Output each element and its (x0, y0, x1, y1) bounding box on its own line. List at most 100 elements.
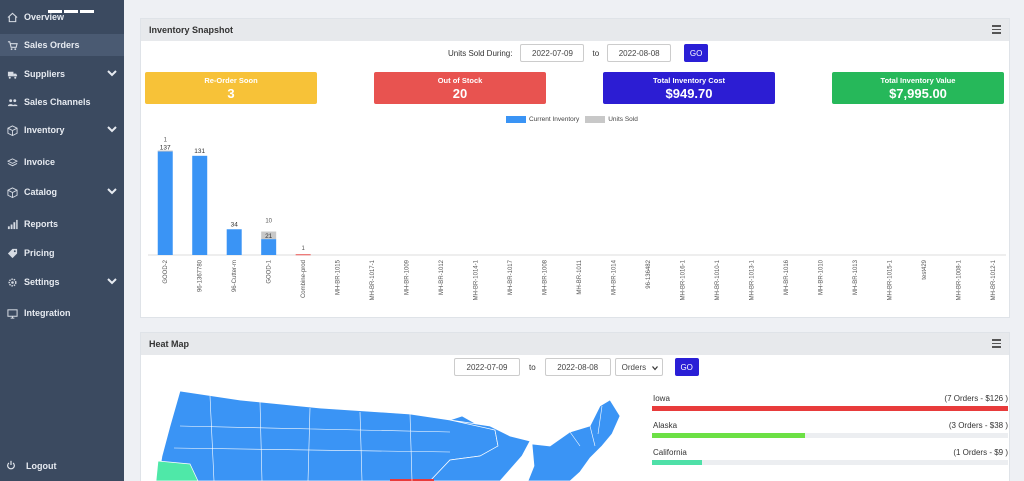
sidebar: Overview Sales Orders Suppliers Sales Ch… (0, 0, 124, 481)
state-name: Alaska (653, 421, 678, 430)
legend-swatch-inventory (506, 116, 526, 123)
x-tick-label: MH-BR-1011 (577, 259, 583, 294)
units-sold-label: Units Sold During: (448, 48, 513, 58)
tag-icon (6, 247, 18, 259)
data-label-inventory: 21 (265, 233, 273, 240)
map-region-california (155, 460, 199, 481)
top-tabs (48, 0, 98, 13)
sidebar-item-label: Sales Channels (24, 97, 91, 107)
x-tick-label: MH-BR-1015 (336, 259, 342, 295)
bar-current-inventory (192, 155, 208, 255)
chevron-down-icon[interactable] (106, 67, 118, 79)
x-tick-label: test429 (922, 259, 928, 279)
state-name: California (653, 448, 687, 457)
heat-map-filter: 2022-07-09 to 2022-08-08 Orders GO (454, 358, 699, 376)
progress-fill (652, 460, 702, 465)
us-heat-map[interactable] (150, 386, 640, 481)
data-label-inventory: 131 (194, 148, 205, 155)
data-label-units-sold: 1 (164, 138, 168, 144)
bar-current-inventory (157, 151, 173, 255)
sidebar-item-overview[interactable]: Overview (0, 6, 124, 28)
x-tick-label: GOOD-1 (267, 259, 273, 283)
x-tick-label: MH-BR-1016-1 (680, 259, 686, 300)
metric-select-value: Orders (621, 362, 647, 372)
sidebar-item-suppliers[interactable]: Suppliers (0, 63, 124, 85)
chevron-down-icon[interactable] (106, 275, 118, 287)
progress-track (652, 460, 1008, 465)
sidebar-item-label: Overview (24, 12, 65, 22)
sidebar-item-catalog[interactable]: Catalog (0, 181, 124, 203)
card-value: 3 (227, 86, 235, 101)
sidebar-item-label: Settings (24, 277, 60, 287)
x-tick-label: MH-BR-1015-1 (887, 259, 893, 300)
card-label: Out of Stock (437, 76, 483, 85)
reorder-soon-card[interactable]: Re-Order Soon 3 (145, 72, 317, 104)
x-tick-label: MH-BR-1008 (543, 259, 549, 295)
to-label: to (529, 362, 536, 372)
sidebar-item-integration[interactable]: Integration (0, 302, 124, 324)
logout-button[interactable]: Logout (6, 460, 57, 472)
chevron-down-icon[interactable] (106, 185, 118, 197)
x-tick-label: MH-BR-1017 (508, 259, 514, 295)
sidebar-item-pricing[interactable]: Pricing (0, 242, 124, 264)
total-inventory-cost-card[interactable]: Total Inventory Cost $949.70 (603, 72, 775, 104)
x-tick-label: MH-BR-1012 (439, 259, 445, 295)
x-tick-label: MH-BR-1016 (784, 259, 790, 295)
truck-icon (6, 68, 18, 80)
x-tick-label: MH-BR-1012-1 (991, 259, 997, 300)
x-tick-label: MH-BR-1014-1 (474, 259, 480, 300)
cart-icon (6, 39, 18, 51)
legend-swatch-sold (585, 116, 606, 123)
bar-units-sold (261, 231, 277, 240)
state-orders: (1 Orders - $9 ) (953, 448, 1008, 457)
state-name: Iowa (653, 394, 670, 403)
legend-label-inventory: Current Inventory (529, 116, 580, 123)
total-inventory-value-card[interactable]: Total Inventory Value $7,995.00 (832, 72, 1004, 104)
menu-icon[interactable] (992, 339, 1001, 348)
x-tick-label: 96-Cutter-m (232, 260, 238, 292)
state-orders: (7 Orders - $126 ) (944, 394, 1008, 403)
card-label: Total Inventory Value (880, 76, 956, 85)
x-tick-label: MH-BR-1010-1 (715, 259, 721, 300)
go-button[interactable]: GO (684, 44, 709, 62)
map-region-lakes (429, 419, 531, 481)
sidebar-item-sales-channels[interactable]: Sales Channels (0, 91, 124, 113)
x-tick-label: MH-BR-1008-1 (956, 259, 962, 300)
sidebar-item-label: Suppliers (24, 69, 66, 79)
sidebar-item-label: Sales Orders (24, 40, 80, 50)
sidebar-item-sales-orders[interactable]: Sales Orders (0, 34, 124, 56)
map-region-northeast (527, 399, 621, 481)
bar-current-inventory (261, 239, 277, 255)
out-of-stock-card[interactable]: Out of Stock 20 (374, 72, 546, 104)
sidebar-item-settings[interactable]: Settings (0, 271, 124, 293)
x-tick-label: MH-BR-1013 (853, 259, 859, 295)
chevron-down-icon[interactable] (106, 123, 118, 135)
bar-units-sold (295, 254, 311, 256)
sidebar-item-inventory[interactable]: Inventory (0, 119, 124, 141)
progress-track (652, 433, 1008, 438)
heat-from-date-input[interactable]: 2022-07-09 (454, 358, 520, 376)
x-tick-label: MH-BR-1013-1 (749, 259, 755, 300)
panel-header: Heat Map (141, 333, 1009, 355)
inventory-snapshot-panel: Inventory Snapshot (140, 18, 1010, 318)
sidebar-item-label: Invoice (24, 157, 56, 167)
to-date-input[interactable]: 2022-08-08 (607, 44, 672, 62)
heat-to-date-input[interactable]: 2022-08-08 (544, 358, 611, 376)
home-icon (6, 11, 18, 23)
panel-title: Inventory Snapshot (149, 25, 234, 35)
inventory-bar-chart: 1371GOOD-213196-13677803496-Cutter-m2110… (148, 138, 1006, 300)
legend-label-sold: Units Sold (608, 116, 638, 123)
card-value: 20 (452, 86, 468, 101)
metric-select[interactable]: Orders (614, 358, 663, 376)
sidebar-item-invoice[interactable]: Invoice (0, 151, 124, 173)
progress-fill (652, 406, 1008, 411)
x-tick-label: MH-BR-1009 (405, 259, 411, 295)
from-date-input[interactable]: 2022-07-09 (520, 44, 585, 62)
menu-icon[interactable] (992, 25, 1001, 34)
x-tick-label: 96-1367780 (198, 259, 204, 292)
sidebar-item-label: Inventory (24, 125, 65, 135)
sidebar-item-reports[interactable]: Reports (0, 213, 124, 235)
data-label-inventory: 137 (160, 145, 171, 152)
data-label-units-sold: 10 (265, 219, 272, 225)
heat-go-button[interactable]: GO (674, 358, 699, 376)
